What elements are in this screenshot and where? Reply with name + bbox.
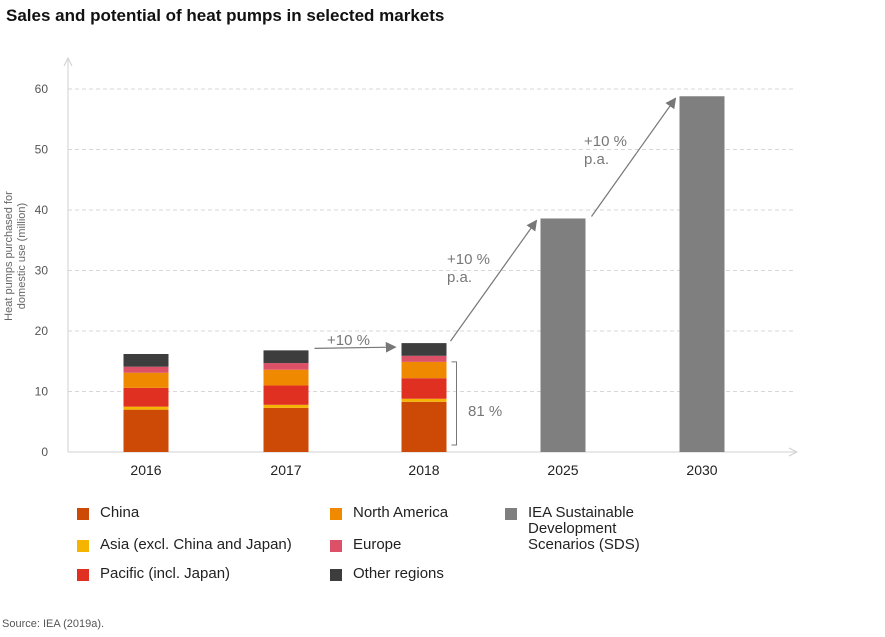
chart-title: Sales and potential of heat pumps in sel…: [6, 6, 445, 25]
bar-china-2017: [263, 407, 309, 452]
bar-europe-2016: [123, 366, 169, 373]
legend-label: IEA Sustainable Development Scenarios (SDS…: [528, 504, 640, 553]
share-bracket: [451, 361, 457, 446]
bar-northamerica-2017: [263, 369, 309, 386]
y-axis-arrow: [63, 56, 73, 67]
growth-arrow-2018-2025: [450, 219, 538, 342]
x-tick-label: 2030: [686, 462, 717, 478]
bar-china-2018: [401, 401, 447, 452]
bar-other-2017: [263, 350, 309, 364]
bar-asia-2018: [401, 398, 447, 402]
bar-europe-2017: [263, 363, 309, 370]
bar-europe-2018: [401, 355, 447, 362]
x-tick-label: 2016: [130, 462, 161, 478]
legend-item-sds: IEA Sustainable Development Scenarios (SDS…: [505, 505, 640, 553]
legend-swatch: [330, 508, 342, 520]
legend-label: Pacific (incl. Japan): [100, 565, 231, 582]
x-tick-label: 2018: [408, 462, 439, 478]
legend-label: North America: [353, 504, 449, 521]
bar-pacific-2017: [263, 385, 309, 405]
y-tick-label: 40: [35, 203, 49, 217]
legend-label: China: [100, 504, 140, 521]
bar-asia-2016: [123, 406, 169, 410]
annotations: +10 %+10 %p.a.+10 %p.a.81 %: [314, 97, 677, 446]
legend-item-pacific: Pacific (incl. Japan): [77, 566, 230, 582]
bar-china-2016: [123, 409, 169, 452]
growth-label-2025-2030: +10 %: [584, 133, 627, 150]
source-note: Source: IEA (2019a).: [2, 618, 105, 630]
y-tick-label: 10: [35, 385, 49, 399]
legend-swatch: [330, 540, 342, 552]
x-axis-arrow: [788, 447, 799, 457]
legend-swatch: [77, 569, 89, 581]
bar-other-2018: [401, 343, 447, 356]
legend-swatch: [330, 569, 342, 581]
bar-sds-2025: [540, 218, 586, 452]
x-tick-label: 2017: [270, 462, 301, 478]
legend-item-northamerica: North America: [330, 505, 448, 521]
bar-sds-2030: [679, 96, 725, 452]
bar-other-2016: [123, 353, 169, 367]
share-label-2018: 81 %: [468, 403, 502, 420]
y-tick-label: 30: [35, 264, 49, 278]
y-axis-label: Heat pumps purchased fordomestic use (mi…: [3, 191, 28, 321]
growth-label-2025-2030-pa: p.a.: [584, 151, 609, 168]
y-tick-label: 20: [35, 324, 49, 338]
legend-swatch: [505, 508, 517, 520]
growth-label-2018-2025: +10 %: [447, 251, 490, 268]
growth-label-2018-2025-pa: p.a.: [447, 269, 472, 286]
growth-arrow-2025-2030: [591, 97, 677, 217]
bar-northamerica-2018: [401, 361, 447, 379]
bar-pacific-2016: [123, 387, 169, 407]
legend-item-asia: Asia (excl. China and Japan): [77, 537, 292, 553]
legend-item-china: China: [77, 505, 139, 521]
bars: [123, 96, 725, 452]
y-tick-label: 0: [41, 445, 48, 459]
y-tick-label: 60: [35, 82, 49, 96]
bar-asia-2017: [263, 404, 309, 408]
grid-lines: [68, 88, 795, 392]
legend-item-other: Other regions: [330, 566, 444, 582]
legend-swatch: [77, 540, 89, 552]
y-tick-label: 50: [35, 143, 49, 157]
legend-swatch: [77, 508, 89, 520]
x-tick-label: 2025: [547, 462, 578, 478]
bar-northamerica-2016: [123, 372, 169, 388]
legend-item-europe: Europe: [330, 537, 401, 553]
legend-label: Asia (excl. China and Japan): [100, 536, 292, 553]
legend-label: Other regions: [353, 565, 444, 582]
growth-arrow-2017-2018: [314, 341, 397, 353]
growth-label-2017-2018: +10 %: [327, 332, 370, 349]
bar-pacific-2018: [401, 378, 447, 399]
legend-label: Europe: [353, 536, 402, 553]
